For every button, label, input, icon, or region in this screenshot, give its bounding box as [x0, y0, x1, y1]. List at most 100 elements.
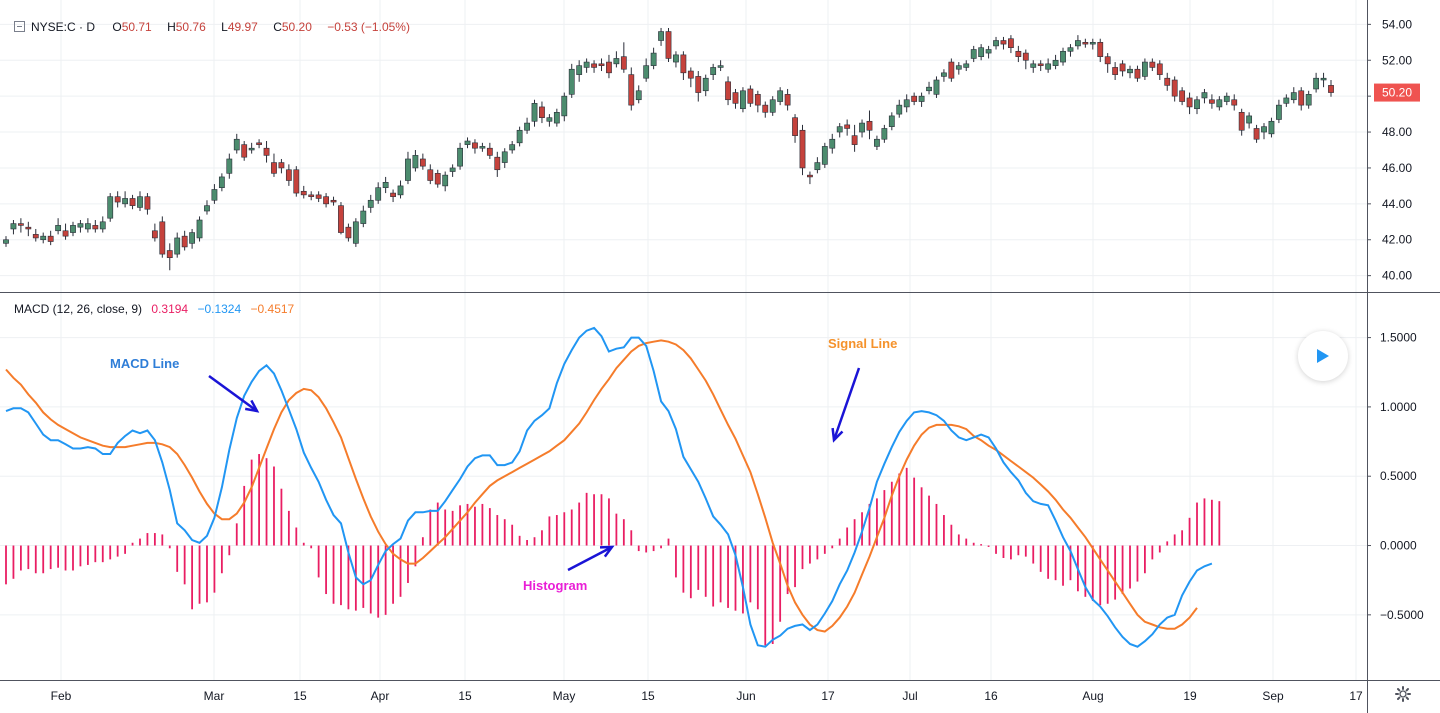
candle-body: [256, 142, 262, 145]
candle: [1112, 62, 1119, 80]
candle: [658, 27, 664, 46]
gear-icon[interactable]: [1395, 686, 1411, 702]
x-tick-label: Sep: [1262, 689, 1284, 703]
x-tick-label: Aug: [1082, 689, 1103, 703]
candle: [375, 182, 382, 204]
candle-body: [352, 221, 359, 244]
candle: [926, 81, 932, 95]
macd-line: [5, 326, 1213, 648]
candle: [1127, 65, 1133, 79]
histogram-value: 0.3194: [151, 302, 189, 316]
candle: [278, 158, 285, 174]
candle-body: [591, 63, 597, 68]
candle: [166, 243, 173, 271]
candle: [405, 151, 411, 185]
candle-body: [978, 47, 985, 57]
candle: [122, 191, 129, 208]
candle-body: [189, 232, 195, 244]
candle-body: [874, 138, 880, 147]
macd-tick-label: 0.0000: [1380, 539, 1417, 553]
candle-body: [137, 196, 143, 208]
candle: [888, 112, 895, 131]
candle-body: [345, 226, 352, 239]
candle-body: [926, 86, 932, 92]
candle: [3, 236, 9, 247]
candle-body: [1194, 99, 1200, 110]
open-label: O: [112, 20, 122, 34]
collapse-legend-icon[interactable]: [14, 21, 25, 32]
candle-body: [673, 54, 679, 63]
low-label: L: [221, 20, 228, 34]
candle: [821, 142, 828, 168]
candle: [479, 142, 486, 152]
candle-body: [1149, 61, 1156, 68]
candle-body: [1223, 95, 1230, 102]
high-value: 50.76: [175, 20, 206, 34]
candle: [561, 92, 568, 122]
price-legend: NYSE:C · D O50.71 H50.76 L49.97 C50.20 −…: [14, 20, 416, 34]
candle: [248, 142, 255, 154]
candle-body: [300, 190, 307, 196]
candle-body: [1171, 79, 1178, 97]
candle: [553, 108, 560, 127]
candle-body: [55, 225, 62, 232]
price-tick-label: 42.00: [1382, 233, 1412, 247]
candle: [1283, 94, 1290, 107]
candle-body: [553, 112, 560, 124]
candle: [844, 119, 851, 136]
candle: [725, 76, 731, 106]
candle-body: [1328, 85, 1334, 93]
macd-tick-label: 1.5000: [1380, 331, 1417, 345]
candle-body: [397, 185, 404, 196]
candle-body: [814, 162, 821, 171]
candle-body: [129, 198, 136, 206]
candle-body: [1246, 115, 1253, 124]
candle: [1022, 49, 1029, 70]
candle-body: [635, 90, 642, 101]
candle-body: [613, 58, 620, 65]
candle: [151, 223, 158, 242]
candle: [501, 148, 508, 168]
candle-body: [918, 95, 925, 102]
macd-value: −0.1324: [197, 302, 242, 316]
candle: [17, 218, 24, 233]
candle: [1067, 44, 1074, 57]
candle-body: [829, 138, 836, 149]
candle: [710, 63, 717, 80]
candle: [665, 27, 672, 63]
macd-indicator-label[interactable]: MACD (12, 26, close, 9): [14, 302, 143, 316]
candle: [606, 54, 612, 79]
candle: [1045, 58, 1052, 73]
candle-body: [896, 104, 903, 115]
candle-body: [62, 230, 69, 237]
candle: [1268, 117, 1275, 138]
signal-line-annotation: Signal Line: [828, 336, 898, 351]
candle: [1201, 88, 1208, 104]
candle: [673, 51, 679, 68]
candle: [1156, 60, 1163, 80]
candle-body: [985, 49, 992, 54]
candle: [1097, 38, 1104, 63]
x-tick-label: 16: [984, 689, 998, 703]
candle-body: [955, 65, 962, 70]
x-tick-label: May: [553, 689, 576, 703]
candle: [62, 223, 69, 240]
candle-body: [382, 182, 389, 188]
candle: [137, 191, 143, 212]
candle: [762, 101, 769, 118]
candle: [650, 47, 657, 70]
macd-legend: MACD (12, 26, close, 9) 0.3194 −0.1324 −…: [14, 302, 300, 316]
candle: [963, 60, 970, 72]
candle-body: [620, 56, 627, 70]
candle: [777, 87, 784, 106]
candle-body: [442, 174, 449, 187]
candle-body: [278, 162, 285, 169]
candle: [881, 124, 888, 143]
replay-button[interactable]: [1298, 331, 1348, 381]
candle-body: [1075, 40, 1081, 47]
candle-body: [1052, 59, 1059, 66]
candle-body: [159, 221, 166, 255]
candle: [1052, 54, 1059, 70]
candle-body: [1134, 68, 1141, 79]
